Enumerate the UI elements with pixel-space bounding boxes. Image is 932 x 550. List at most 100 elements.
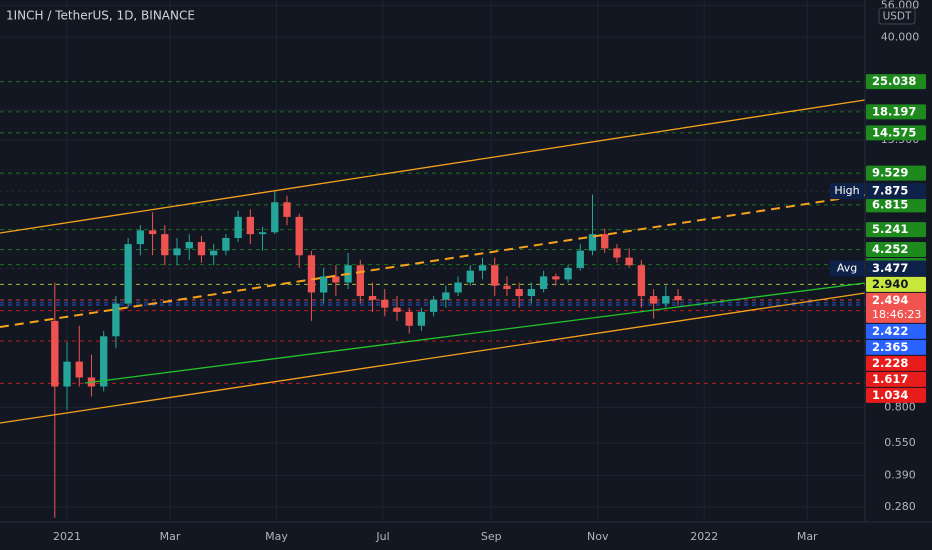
candle-body — [515, 289, 523, 297]
price-label: 6.815 — [872, 197, 908, 211]
y-tick-label: 0.550 — [884, 436, 916, 449]
x-tick-label: 2021 — [53, 530, 81, 543]
candle-body — [173, 248, 181, 256]
candle-body — [564, 267, 572, 280]
candle-body — [491, 265, 499, 286]
candle-body — [454, 282, 462, 293]
candle-body — [258, 232, 267, 235]
candle-body — [222, 237, 230, 251]
y-tick-label: 40.000 — [881, 30, 920, 43]
y-tick-label: 56.000 — [881, 0, 920, 11]
channel-mid — [0, 194, 866, 328]
candle-body — [442, 292, 450, 300]
candle-body — [381, 299, 389, 308]
candle-body — [393, 307, 401, 312]
marker-name-box — [830, 260, 864, 277]
marker-name: Avg — [837, 262, 857, 275]
candle-body — [527, 289, 536, 297]
y-tick-label: 0.390 — [884, 469, 916, 482]
price-label-box — [866, 222, 926, 238]
channel-upper — [0, 99, 866, 234]
candles — [51, 190, 682, 518]
candle-body — [295, 216, 303, 256]
price-label-box — [866, 355, 926, 371]
price-label-box — [866, 241, 926, 257]
currency: USDT — [883, 11, 912, 23]
candle-body — [637, 265, 646, 297]
marker-value-box — [866, 183, 926, 200]
x-tick-label: Sep — [481, 530, 502, 543]
price-label: 9.529 — [872, 166, 908, 180]
candle-body — [539, 276, 548, 290]
x-tick-label: Mar — [797, 530, 818, 543]
grid — [0, 0, 865, 522]
price-label: 25.038 — [872, 74, 916, 88]
price-label: 1.617 — [872, 372, 908, 386]
marker-name: High — [834, 184, 859, 197]
candle-body — [674, 296, 682, 301]
candle-body — [271, 202, 279, 233]
support-line — [84, 282, 866, 384]
price-label: 2.365 — [872, 340, 908, 354]
price-label-box — [866, 197, 926, 213]
candle-body — [136, 230, 145, 245]
price-label-box — [866, 339, 926, 355]
x-tick-label: May — [265, 530, 288, 543]
price-label-box — [866, 323, 926, 339]
candle-body — [210, 250, 218, 256]
candle-body — [405, 311, 413, 326]
marker-name-box — [830, 183, 864, 200]
chart-title: 1INCH / TetherUS, 1D, BINANCE — [6, 9, 195, 23]
y-tick-label: 0.280 — [884, 500, 916, 513]
candle-body — [649, 296, 658, 304]
price-label: 18.197 — [872, 104, 916, 118]
y-tick-label: 0.800 — [884, 401, 916, 414]
x-tick-label: Jul — [375, 530, 389, 543]
candle-body — [503, 285, 511, 290]
candle-body — [197, 242, 206, 256]
candle-body — [552, 276, 560, 280]
x-tick-label: 2022 — [690, 530, 718, 543]
candle-body — [368, 296, 377, 300]
price-label: 2.940 — [872, 277, 908, 291]
price-label: 2.422 — [872, 324, 908, 338]
candle-body — [75, 361, 83, 378]
candle-body — [625, 257, 633, 266]
candle-body — [576, 250, 584, 268]
candle-body — [63, 361, 71, 387]
currency-box[interactable] — [878, 7, 916, 25]
levels — [0, 81, 865, 384]
candle-body — [307, 255, 316, 293]
price-label-box — [866, 292, 926, 323]
trend-lines — [0, 99, 866, 424]
candle-body — [185, 242, 193, 249]
price-label: 2.494 — [872, 293, 908, 307]
candle-body — [601, 234, 609, 249]
price-label-box — [866, 276, 926, 292]
candle-body — [662, 296, 670, 304]
candle-body — [51, 320, 59, 387]
candle-body — [148, 230, 157, 235]
candle-body — [112, 303, 120, 337]
price-label-box — [866, 104, 926, 120]
axes: 56.00040.00018.50013.5000.8000.5500.3900… — [53, 0, 926, 543]
price-label-box — [866, 165, 926, 181]
candle-body — [161, 234, 169, 256]
candle-body — [100, 336, 108, 387]
marker-value-box — [866, 260, 926, 277]
price-label: 2.228 — [872, 356, 908, 370]
marker-value: 3.477 — [872, 261, 908, 275]
price-label-box — [866, 371, 926, 387]
candle-body — [417, 311, 426, 326]
candle-body — [613, 248, 621, 258]
candle-body — [356, 265, 364, 297]
candle-body — [234, 216, 242, 238]
candle-body — [429, 299, 438, 312]
price-label-box — [866, 125, 926, 141]
candle-body — [246, 216, 255, 235]
price-label-box — [866, 74, 926, 90]
x-tick-label: Mar — [160, 530, 181, 543]
